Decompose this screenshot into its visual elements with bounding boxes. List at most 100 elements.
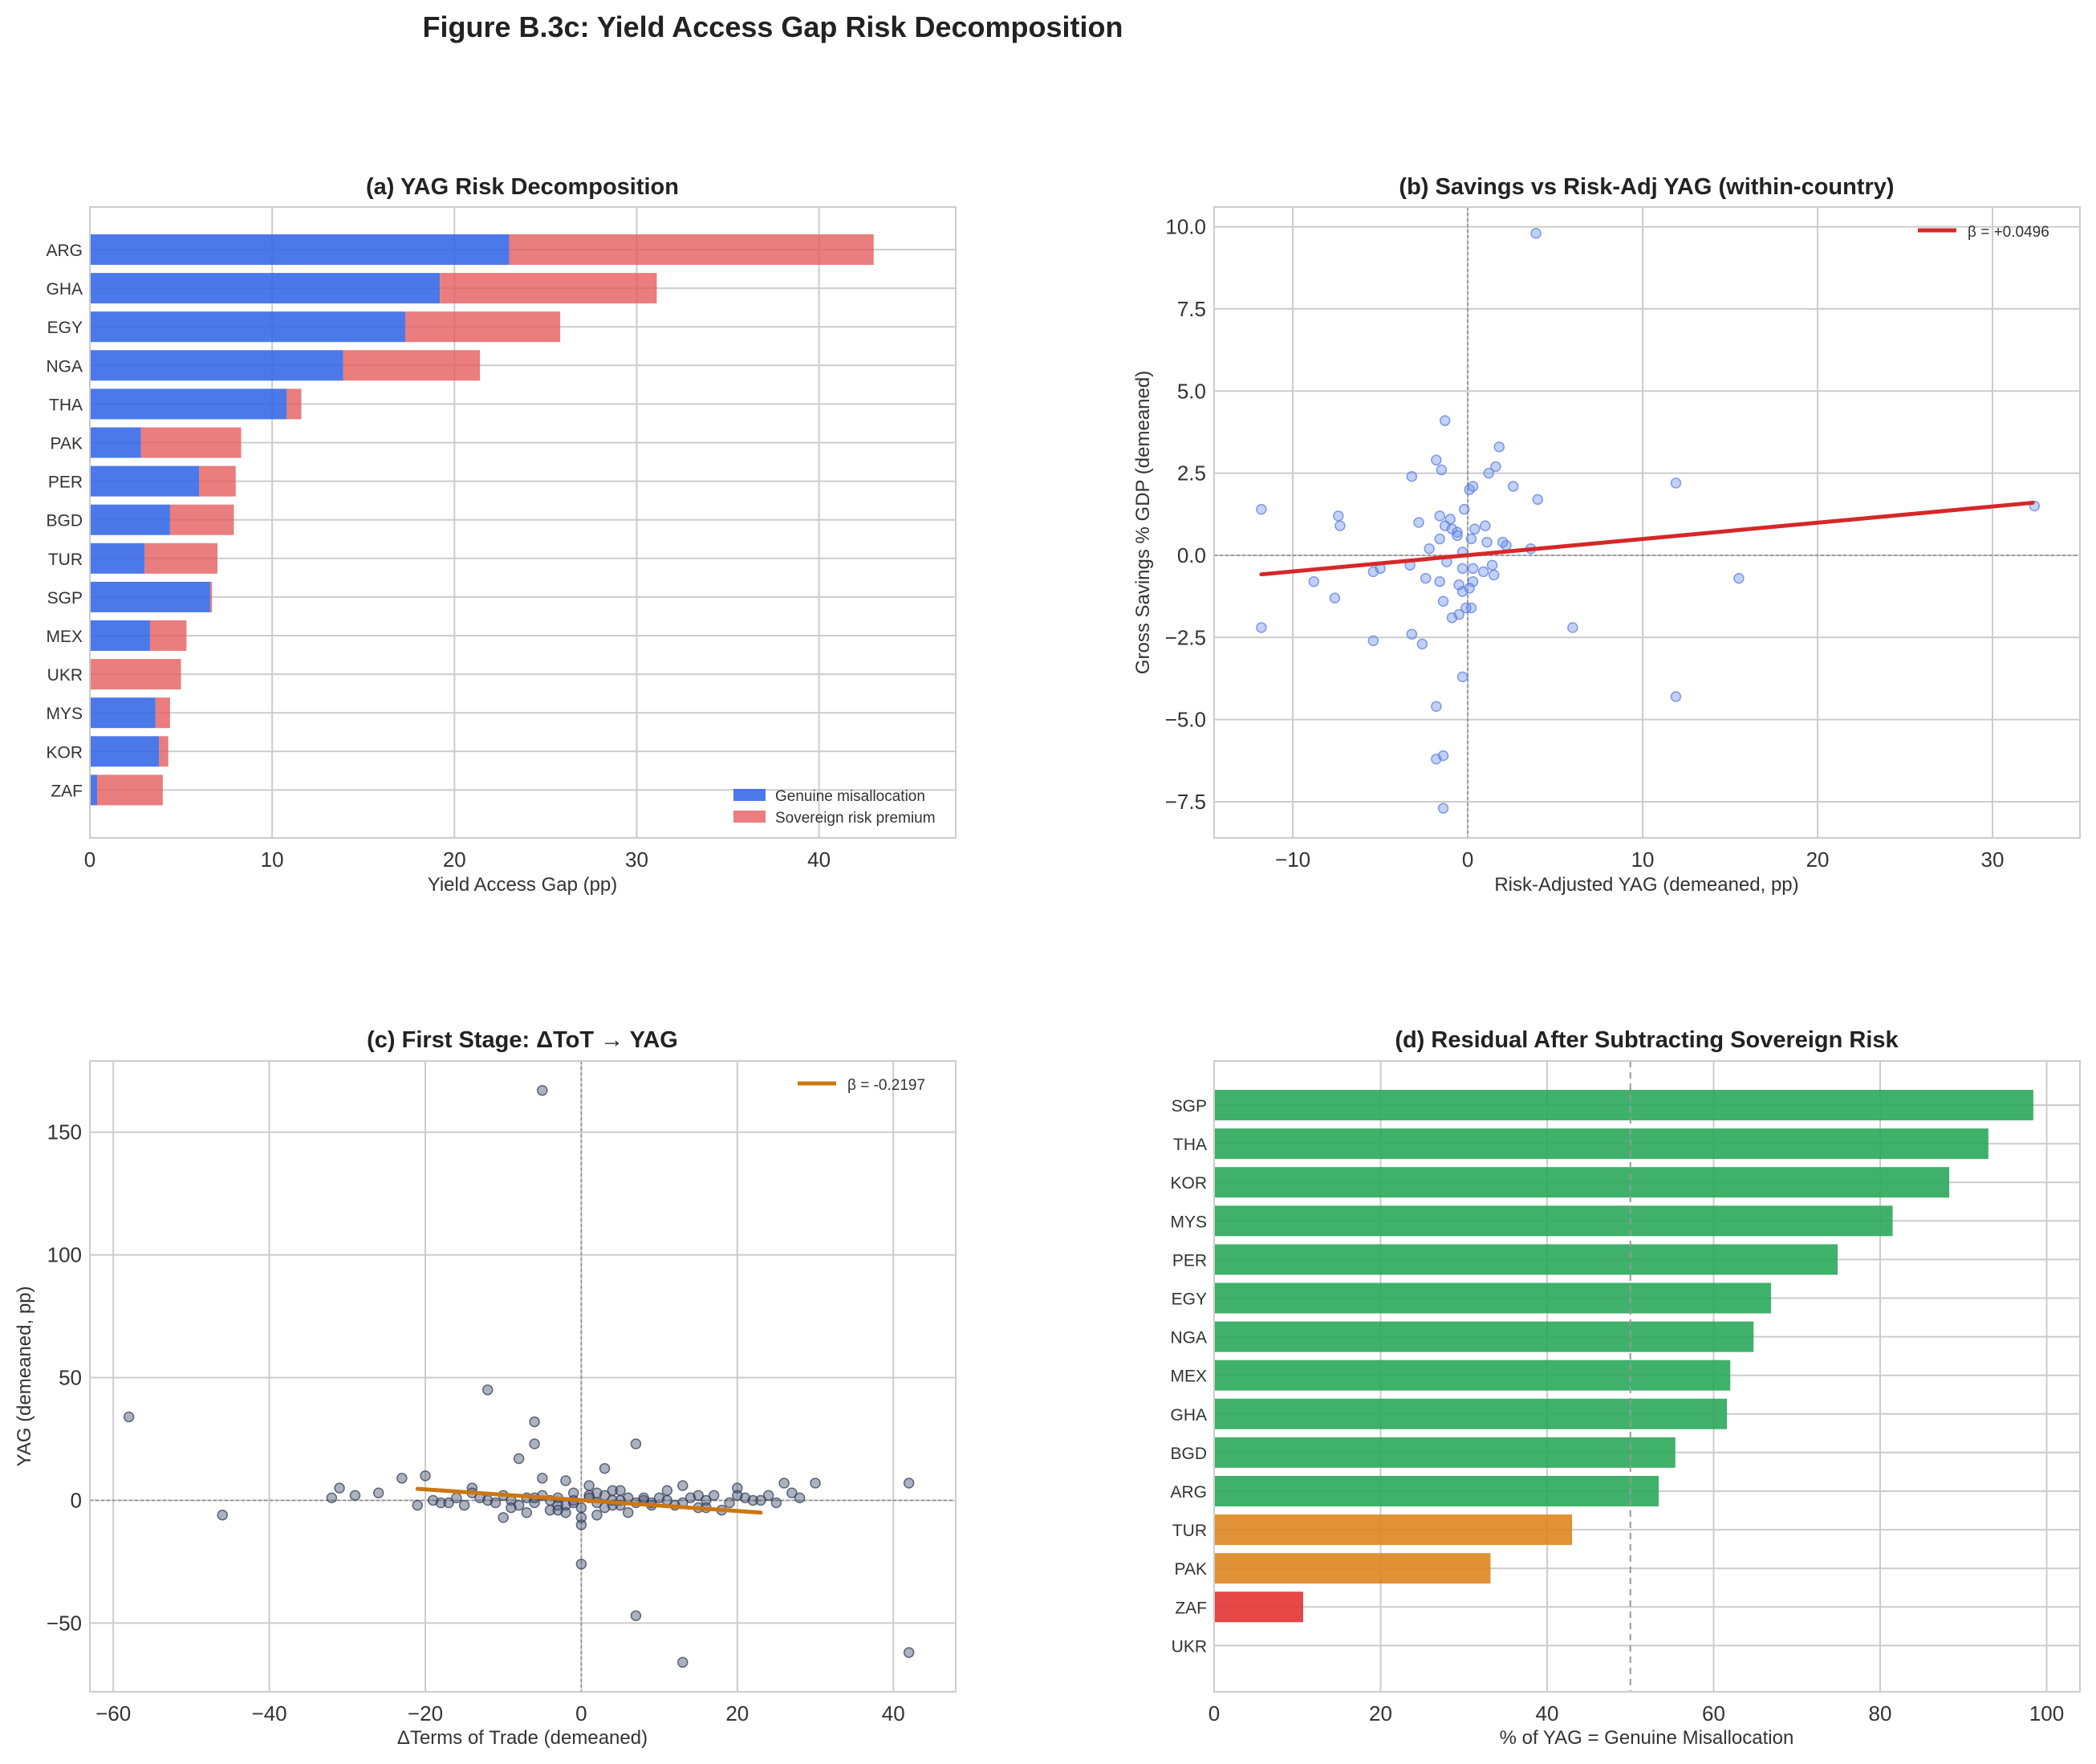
bar-residual-zaf bbox=[1214, 1591, 1304, 1623]
panel-b-point bbox=[1467, 563, 1479, 575]
panel-c-xtick-label: 0 bbox=[575, 1701, 587, 1725]
panel-b-point bbox=[1460, 602, 1472, 614]
panel-c-point bbox=[412, 1499, 424, 1511]
panel-c-point bbox=[661, 1485, 673, 1496]
panel-c-xtick-label: 20 bbox=[725, 1701, 749, 1725]
panel-b-title: (b) Savings vs Risk-Adj YAG (within-coun… bbox=[1399, 174, 1894, 200]
panel-b-ytick-label: 10.0 bbox=[1165, 215, 1206, 239]
panel-c-point bbox=[552, 1504, 563, 1516]
panel-b-point bbox=[1413, 517, 1424, 528]
panel-d-category-label: MYS bbox=[1170, 1213, 1207, 1231]
panel-c-point bbox=[607, 1485, 619, 1496]
panel-b-point bbox=[1483, 467, 1494, 479]
bar-genuine-gha bbox=[90, 273, 441, 304]
panel-a-bars bbox=[90, 234, 874, 806]
panel-c-point bbox=[506, 1502, 517, 1514]
panel-b-ytick-label: −2.5 bbox=[1165, 625, 1206, 649]
panel-b-point bbox=[1439, 415, 1451, 426]
panel-b-point bbox=[1434, 510, 1445, 522]
bar-genuine-tur bbox=[90, 543, 145, 574]
panel-d-bars bbox=[1214, 1090, 2033, 1623]
panel-a-title: (a) YAG Risk Decomposition bbox=[366, 174, 679, 200]
panel-b-point bbox=[1456, 563, 1468, 575]
panel-a-legend: Genuine misallocation Sovereign risk pre… bbox=[733, 788, 936, 827]
panel-b-fit-line bbox=[1259, 500, 2035, 577]
panel-b-xtick-label: 0 bbox=[1462, 847, 1473, 872]
bar-sovereign-mys bbox=[155, 697, 170, 729]
panel-c-point bbox=[349, 1490, 361, 1502]
panel-b-point bbox=[1456, 671, 1468, 683]
panel-d-xtick-label: 100 bbox=[2029, 1701, 2064, 1725]
panel-c-point bbox=[575, 1559, 587, 1570]
bar-genuine-sgp bbox=[90, 581, 210, 612]
panel-c-ylabel: YAG (demeaned, pp) bbox=[14, 1286, 35, 1466]
panel-b-point bbox=[1424, 543, 1435, 555]
panel-b-point bbox=[1486, 559, 1498, 571]
panel-c-point bbox=[615, 1485, 626, 1496]
panel-c-point bbox=[435, 1497, 447, 1509]
panel-d-category-label: ARG bbox=[1170, 1483, 1207, 1502]
panel-c-point bbox=[575, 1519, 587, 1530]
bar-genuine-kor bbox=[90, 736, 160, 767]
panel-c-point bbox=[903, 1477, 915, 1489]
panel-a-category-label: GHA bbox=[46, 280, 83, 299]
legend-swatch-sovereign bbox=[733, 811, 766, 823]
panel-c-point bbox=[677, 1656, 689, 1668]
panel-b-point bbox=[1452, 526, 1463, 539]
bar-sovereign-per bbox=[199, 465, 236, 497]
bar-sovereign-pak bbox=[140, 427, 242, 458]
panel-b-point bbox=[1434, 533, 1445, 545]
panel-c-point bbox=[693, 1490, 704, 1502]
panel-d-category-label: KOR bbox=[1170, 1174, 1207, 1193]
panel-b-point bbox=[1420, 572, 1432, 584]
bar-sovereign-nga bbox=[343, 350, 481, 381]
panel-c-point bbox=[560, 1475, 571, 1486]
panel-d-xtick-label: 60 bbox=[1702, 1701, 1725, 1725]
panel-b-point bbox=[1367, 566, 1379, 578]
panel-c-ytick-label: 100 bbox=[47, 1243, 82, 1267]
legend-label-genuine: Genuine misallocation bbox=[775, 788, 925, 805]
panel-c-point bbox=[810, 1477, 821, 1489]
panel-b-point bbox=[1507, 481, 1519, 492]
panel-c-point bbox=[443, 1497, 454, 1509]
panel-c-point bbox=[770, 1497, 782, 1509]
bar-residual-per bbox=[1214, 1244, 1838, 1275]
panel-b-points bbox=[1256, 228, 2041, 814]
panel-b-xlabel: Risk-Adjusted YAG (demeaned, pp) bbox=[1494, 874, 1798, 896]
panel-b-point bbox=[1493, 441, 1505, 453]
panel-b-point bbox=[1465, 533, 1477, 545]
panel-c-point bbox=[732, 1482, 743, 1494]
panel-c-point bbox=[326, 1492, 338, 1504]
panel-c-point bbox=[451, 1492, 462, 1504]
panel-a-xtick-label: 20 bbox=[443, 847, 466, 872]
bar-residual-mys bbox=[1214, 1205, 1893, 1237]
panel-b-point bbox=[1452, 530, 1463, 542]
panel-d-category-label: THA bbox=[1173, 1136, 1207, 1154]
panel-b-ytick-label: 0.0 bbox=[1177, 543, 1206, 567]
panel-b-ytick-label: 5.0 bbox=[1177, 379, 1206, 403]
panel-d-category-label: NGA bbox=[1170, 1329, 1207, 1347]
panel-b-point bbox=[1530, 228, 1542, 239]
panel-b-point bbox=[1481, 536, 1493, 548]
bar-sovereign-arg bbox=[509, 234, 874, 265]
panel-d-category-label: UKR bbox=[1172, 1637, 1207, 1656]
panel-c-point bbox=[420, 1470, 431, 1482]
panel-c-point bbox=[513, 1453, 525, 1465]
bar-residual-sgp bbox=[1214, 1090, 2033, 1120]
bar-genuine-mex bbox=[90, 620, 150, 651]
panel-c-points bbox=[123, 1084, 915, 1668]
panel-b-point bbox=[1329, 592, 1341, 604]
bar-residual-mex bbox=[1214, 1360, 1731, 1391]
panel-c-point bbox=[529, 1416, 540, 1428]
panel-c-frame bbox=[89, 1060, 957, 1693]
bar-genuine-egy bbox=[90, 311, 405, 343]
panel-c-xtick-label: −20 bbox=[408, 1701, 443, 1725]
panel-d-frame bbox=[1213, 1060, 2081, 1693]
bar-residual-tha bbox=[1214, 1128, 1988, 1160]
panel-c-point bbox=[778, 1477, 790, 1489]
panel-c-first-stage: (c) First Stage: ΔToT → YAG −60 −40 −20 0 20… bbox=[14, 1027, 957, 1749]
panel-c-point bbox=[334, 1482, 345, 1494]
panel-d-xlabel: % of YAG = Genuine Misallocation bbox=[1500, 1727, 1794, 1749]
bar-sovereign-egy bbox=[404, 311, 561, 343]
